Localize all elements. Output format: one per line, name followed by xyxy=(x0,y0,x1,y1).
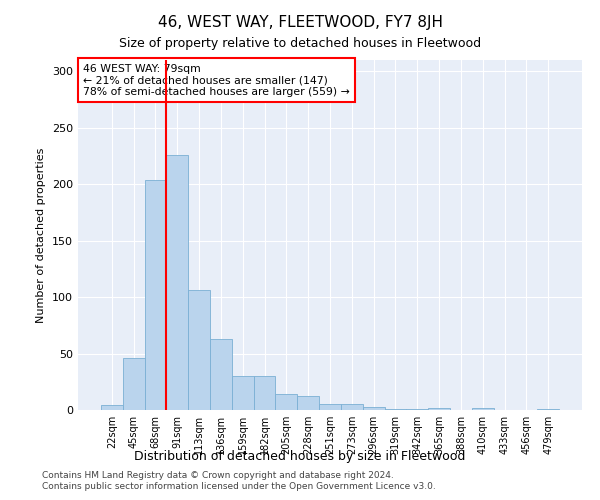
Bar xyxy=(537,409,559,410)
Bar xyxy=(428,408,450,410)
Bar xyxy=(406,409,428,410)
Bar xyxy=(319,404,341,410)
Bar xyxy=(385,409,406,410)
Bar xyxy=(275,394,297,410)
Text: Distribution of detached houses by size in Fleetwood: Distribution of detached houses by size … xyxy=(134,450,466,463)
Text: 46 WEST WAY: 79sqm
← 21% of detached houses are smaller (147)
78% of semi-detach: 46 WEST WAY: 79sqm ← 21% of detached hou… xyxy=(83,64,350,96)
Bar xyxy=(210,339,232,410)
Bar xyxy=(145,180,166,410)
Text: Size of property relative to detached houses in Fleetwood: Size of property relative to detached ho… xyxy=(119,38,481,51)
Bar xyxy=(341,404,363,410)
Text: Contains HM Land Registry data © Crown copyright and database right 2024.: Contains HM Land Registry data © Crown c… xyxy=(42,470,394,480)
Bar xyxy=(166,155,188,410)
Bar xyxy=(101,406,123,410)
Text: Contains public sector information licensed under the Open Government Licence v3: Contains public sector information licen… xyxy=(42,482,436,491)
Text: 46, WEST WAY, FLEETWOOD, FY7 8JH: 46, WEST WAY, FLEETWOOD, FY7 8JH xyxy=(157,15,443,30)
Y-axis label: Number of detached properties: Number of detached properties xyxy=(37,148,46,322)
Bar xyxy=(232,376,254,410)
Bar xyxy=(188,290,210,410)
Bar xyxy=(363,406,385,410)
Bar xyxy=(297,396,319,410)
Bar xyxy=(123,358,145,410)
Bar xyxy=(254,376,275,410)
Bar xyxy=(472,408,494,410)
